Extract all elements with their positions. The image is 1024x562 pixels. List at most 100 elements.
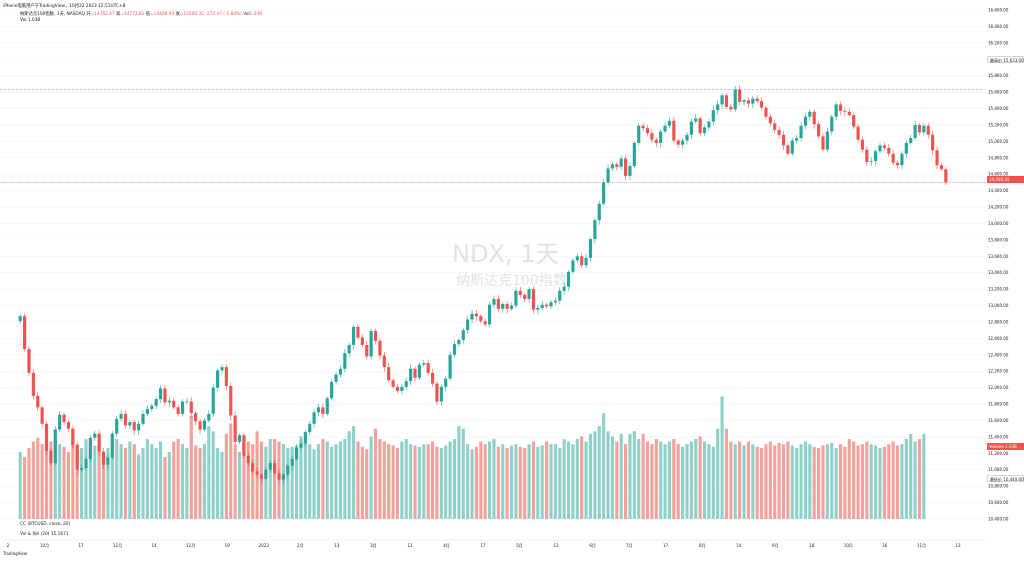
candle-body (369, 330, 373, 357)
candle-body (198, 421, 202, 430)
volume-bar (224, 433, 228, 519)
volume-bar (558, 448, 562, 519)
candle-body (602, 182, 606, 204)
candle-body (430, 372, 435, 384)
candle-body (566, 271, 571, 287)
candle-body (944, 169, 948, 183)
volume-bar (580, 436, 584, 519)
candle-body (220, 367, 224, 371)
candle-body (650, 133, 654, 140)
candle-body (466, 319, 470, 331)
candle-body (251, 463, 255, 472)
volume-bar (597, 426, 601, 519)
candle-body (316, 407, 321, 413)
volume-bar (360, 446, 364, 519)
candle-body (742, 100, 746, 102)
volume-bar (167, 451, 171, 519)
volume-bar (176, 439, 180, 519)
x-tick-label: 19 (225, 543, 231, 548)
volume-bar (352, 426, 356, 519)
x-tick-label: 4月 (443, 543, 450, 548)
ohlc-value: Vol1.03B (241, 12, 263, 17)
y-tick-label: 15,800.00 (988, 73, 1009, 78)
volume-bar (904, 439, 908, 519)
candle-body (628, 165, 632, 176)
candle-body (211, 387, 215, 414)
candle-body (759, 101, 764, 108)
volume-bar (501, 444, 505, 519)
volume-bar (654, 439, 658, 519)
candle-body (180, 401, 185, 414)
candle-body (825, 131, 829, 150)
candle-body (387, 367, 391, 381)
candle-body (724, 95, 729, 107)
candle-body (233, 415, 237, 442)
x-tick-label: 9月 (772, 543, 779, 548)
volume-bar (566, 441, 571, 519)
candle-body (167, 400, 171, 403)
ohlc-value: 开=14762.47 (86, 12, 115, 17)
candle-body (926, 125, 930, 135)
volume-bar (470, 449, 474, 519)
candle-body (474, 313, 478, 317)
volume-bar (799, 444, 803, 519)
candle-body (672, 120, 676, 141)
volume-bar (575, 439, 579, 519)
ohlc-readout: 开=14762.47 高=14772.81 低=14498.93 收=14500… (86, 12, 262, 17)
candle-body (549, 302, 553, 307)
volume-bar (685, 444, 689, 519)
candle-body (729, 106, 733, 110)
candle-body (698, 118, 702, 134)
volume-bar (777, 442, 781, 519)
candle-body (71, 428, 75, 446)
volume-bar (97, 440, 101, 519)
candle-body (53, 429, 57, 464)
candle-body (676, 140, 680, 145)
candle-body (663, 125, 667, 132)
volume-bar (237, 451, 242, 519)
x-tick-label: 13 (955, 543, 961, 548)
y-tick-label: 11,800.00 (988, 402, 1009, 407)
volume-bar (865, 441, 869, 519)
candle-body (422, 363, 426, 365)
candle-body (391, 380, 395, 387)
candle-body (738, 89, 742, 102)
candle-body (334, 374, 338, 382)
volume-bar (369, 436, 373, 519)
volume-bar (395, 448, 400, 519)
volume-bar (18, 451, 22, 519)
volume-bar (23, 457, 27, 519)
volume-bar (540, 445, 544, 519)
candle-body (277, 473, 281, 480)
y-tick-label: 12,600.00 (988, 336, 1009, 341)
volume-bar (365, 449, 369, 519)
volume-bar (36, 437, 40, 519)
y-tick-label: 15,200.00 (988, 122, 1009, 127)
candle-body (746, 100, 750, 104)
candle-body (711, 110, 715, 122)
candle-body (150, 405, 154, 409)
x-tick-label: 17 (663, 543, 669, 548)
x-tick-label: 13 (554, 543, 560, 548)
candle-body (720, 95, 724, 105)
candle-body (751, 98, 755, 104)
volume-bar (860, 444, 865, 519)
candle-body (488, 304, 492, 325)
volume-bar (746, 441, 750, 519)
volume-bar (194, 445, 198, 519)
volume-bar (461, 428, 465, 519)
y-tick-label: 13,600.00 (988, 254, 1009, 259)
volume-bar (615, 441, 619, 519)
candle-body (237, 435, 242, 442)
candle-body (817, 124, 821, 137)
y-tick-label: 14,800.00 (988, 155, 1009, 160)
volume-bar (733, 444, 737, 519)
candle-body (531, 289, 536, 310)
candle-body (444, 378, 448, 387)
candle-body (194, 413, 198, 422)
candle-body (904, 142, 908, 154)
volume-bar (492, 439, 496, 519)
volume-bar (466, 444, 470, 519)
